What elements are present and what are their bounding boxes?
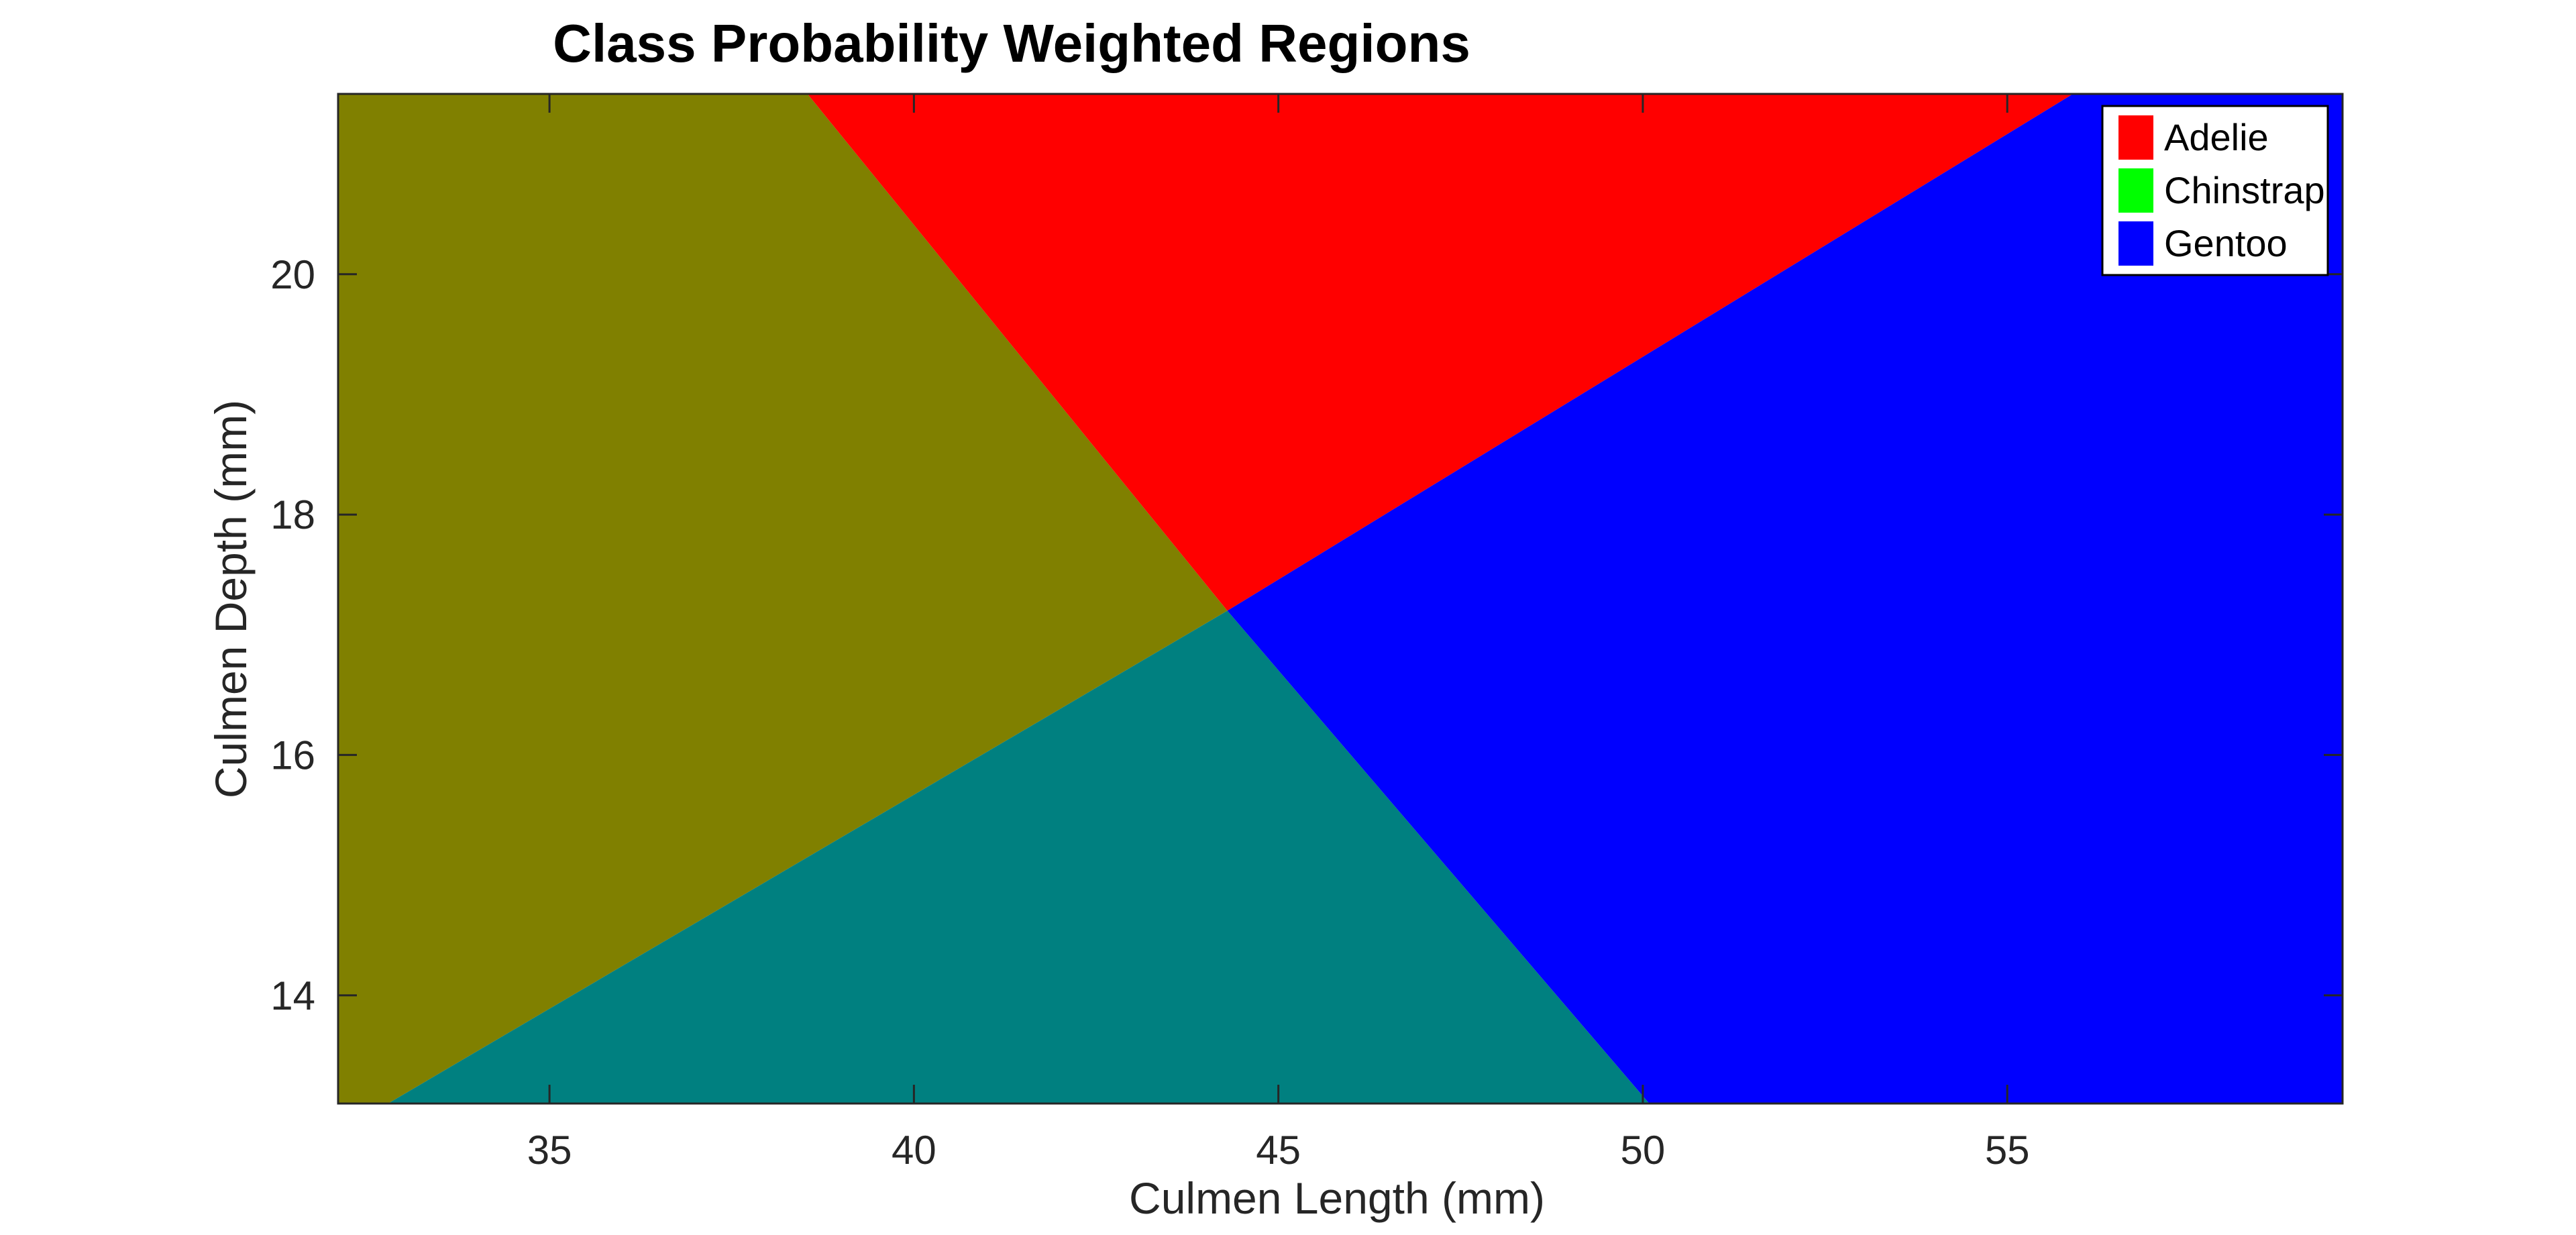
y-tick-label: 14	[270, 973, 315, 1018]
legend-label-chinstrap: Chinstrap	[2164, 169, 2325, 211]
x-tick-label: 35	[527, 1128, 572, 1173]
region-adelie-chinstrap	[338, 94, 1228, 1104]
x-tick-label: 45	[1256, 1128, 1301, 1173]
y-tick-label: 20	[270, 252, 315, 297]
region-adelie	[807, 94, 2074, 611]
legend-swatch-adelie	[2118, 115, 2153, 160]
x-tick-label: 40	[892, 1128, 936, 1173]
y-tick-label: 18	[270, 492, 315, 537]
region-gentoo	[1227, 94, 2343, 1104]
x-axis-ticks: 35 40 45 50 55	[527, 94, 2030, 1173]
x-axis-label: Culmen Length (mm)	[1129, 1173, 1545, 1223]
y-axis-ticks: 14 16 18 20	[270, 252, 2343, 1018]
x-tick-label: 50	[1621, 1128, 1666, 1173]
legend: Adelie Chinstrap Gentoo	[2101, 105, 2329, 276]
legend-label-adelie: Adelie	[2164, 116, 2269, 158]
x-tick-label: 55	[1985, 1128, 2030, 1173]
y-axis-label: Culmen Depth (mm)	[206, 400, 256, 798]
legend-label-gentoo: Gentoo	[2164, 222, 2288, 264]
plot-frame	[337, 93, 2344, 1105]
chart-title: Class Probability Weighted Regions	[553, 13, 1470, 73]
legend-swatch-chinstrap	[2118, 168, 2153, 213]
y-tick-label: 16	[270, 733, 315, 777]
probability-regions	[338, 94, 2343, 1104]
plot-area	[337, 93, 2344, 1105]
legend-swatch-gentoo	[2118, 221, 2153, 266]
region-chinstrap-gentoo	[388, 610, 1650, 1104]
